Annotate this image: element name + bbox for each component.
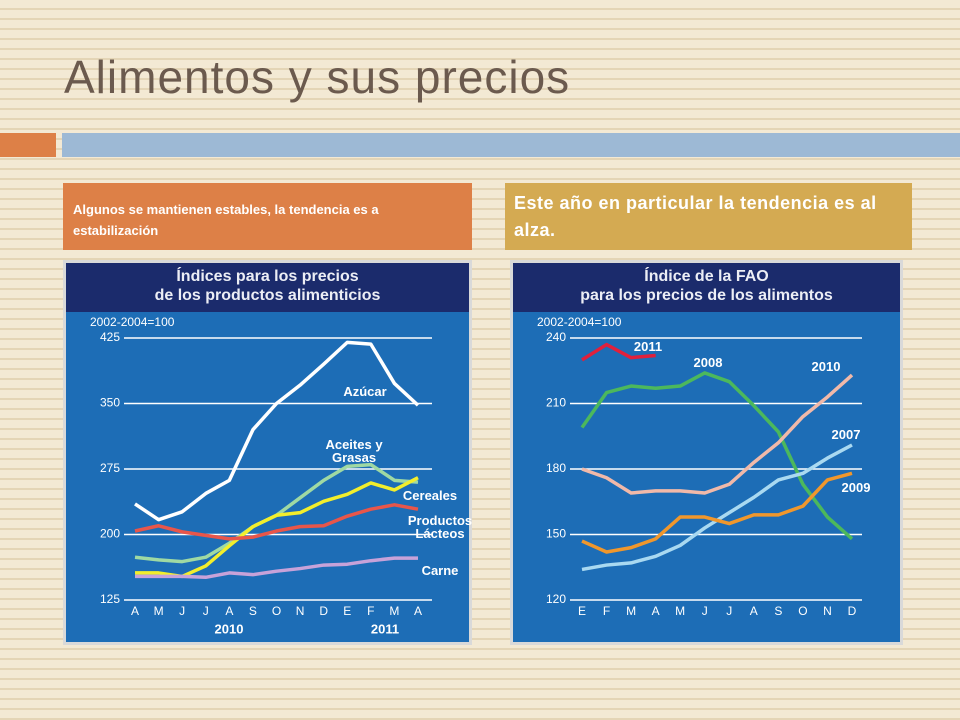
- series-line: [580, 371, 854, 541]
- chart-subtitle: 2002-2004=100: [537, 315, 622, 329]
- series-label: 2008: [693, 355, 723, 370]
- series-line: [581, 373, 854, 495]
- x-tick-label: J: [179, 604, 185, 618]
- series-line: [134, 340, 420, 522]
- x-tick-label: M: [389, 604, 399, 618]
- x-tick-label: M: [626, 604, 636, 618]
- series-label: 2007: [831, 427, 861, 442]
- x-tick-label: O: [272, 604, 281, 618]
- chart-title: para los precios de los alimentos: [580, 287, 833, 304]
- series-label: 2010: [811, 359, 841, 374]
- chart-title: Índice de la FAO: [644, 266, 768, 285]
- caption-left: Algunos se mantienen estables, la tenden…: [73, 202, 379, 238]
- series-label: Aceites y Grasas: [325, 437, 383, 465]
- series-label: Azúcar: [343, 384, 387, 399]
- y-tick-label: 350: [100, 396, 120, 410]
- series-label: Cereales: [402, 488, 458, 503]
- x-tick-label: F: [603, 604, 610, 618]
- series-line: [135, 556, 418, 580]
- series-label: Carne: [421, 563, 459, 578]
- caption-right: Este año en particular la tendencia es a…: [514, 193, 877, 240]
- x-tick-label: A: [131, 604, 139, 618]
- series-line: [134, 503, 419, 541]
- x-tick-label: J: [203, 604, 209, 618]
- y-tick-label: 120: [546, 592, 566, 606]
- x-tick-label: D: [848, 604, 857, 618]
- x-tick-label: N: [823, 604, 832, 618]
- series-line: [581, 342, 656, 362]
- x-tick-label: M: [154, 604, 164, 618]
- series-label: 2009: [841, 480, 871, 495]
- chart-title: de los productos alimenticios: [155, 287, 381, 304]
- series-label: 2011: [633, 339, 663, 354]
- x-tick-label: E: [578, 604, 586, 618]
- header-bar: [62, 133, 960, 157]
- caption-box: [505, 183, 912, 250]
- x-tick-label: A: [225, 604, 233, 618]
- x-tick-label: D: [319, 604, 328, 618]
- year-label: 2011: [371, 621, 399, 636]
- y-tick-label: 180: [546, 461, 566, 475]
- y-tick-label: 275: [100, 461, 120, 475]
- year-label: 2010: [215, 621, 244, 636]
- x-tick-label: A: [652, 604, 660, 618]
- x-tick-label: A: [750, 604, 758, 618]
- slide-title: Alimentos y sus precios: [64, 51, 571, 103]
- x-tick-label: M: [675, 604, 685, 618]
- chart-header: [513, 263, 900, 312]
- plot-area: [66, 263, 469, 642]
- chart-header: [66, 263, 469, 312]
- y-tick-label: 240: [546, 330, 566, 344]
- series-label: Productos Lácteos: [407, 513, 473, 541]
- x-tick-label: N: [296, 604, 305, 618]
- y-tick-label: 425: [100, 330, 120, 344]
- x-tick-label: S: [249, 604, 257, 618]
- x-tick-label: F: [367, 604, 374, 618]
- caption-box: [63, 183, 472, 250]
- x-tick-label: A: [414, 604, 422, 618]
- x-tick-label: O: [798, 604, 807, 618]
- x-tick-label: S: [774, 604, 782, 618]
- y-tick-label: 210: [546, 396, 566, 410]
- x-tick-label: J: [726, 604, 732, 618]
- x-tick-label: E: [343, 604, 351, 618]
- y-tick-label: 150: [546, 527, 566, 541]
- y-tick-label: 200: [100, 527, 120, 541]
- y-tick-label: 125: [100, 592, 120, 606]
- x-tick-label: J: [702, 604, 708, 618]
- chart-subtitle: 2002-2004=100: [90, 315, 175, 329]
- accent-bar: [0, 133, 56, 157]
- series-line: [581, 471, 853, 554]
- chart-title: Índices para los precios: [176, 266, 358, 285]
